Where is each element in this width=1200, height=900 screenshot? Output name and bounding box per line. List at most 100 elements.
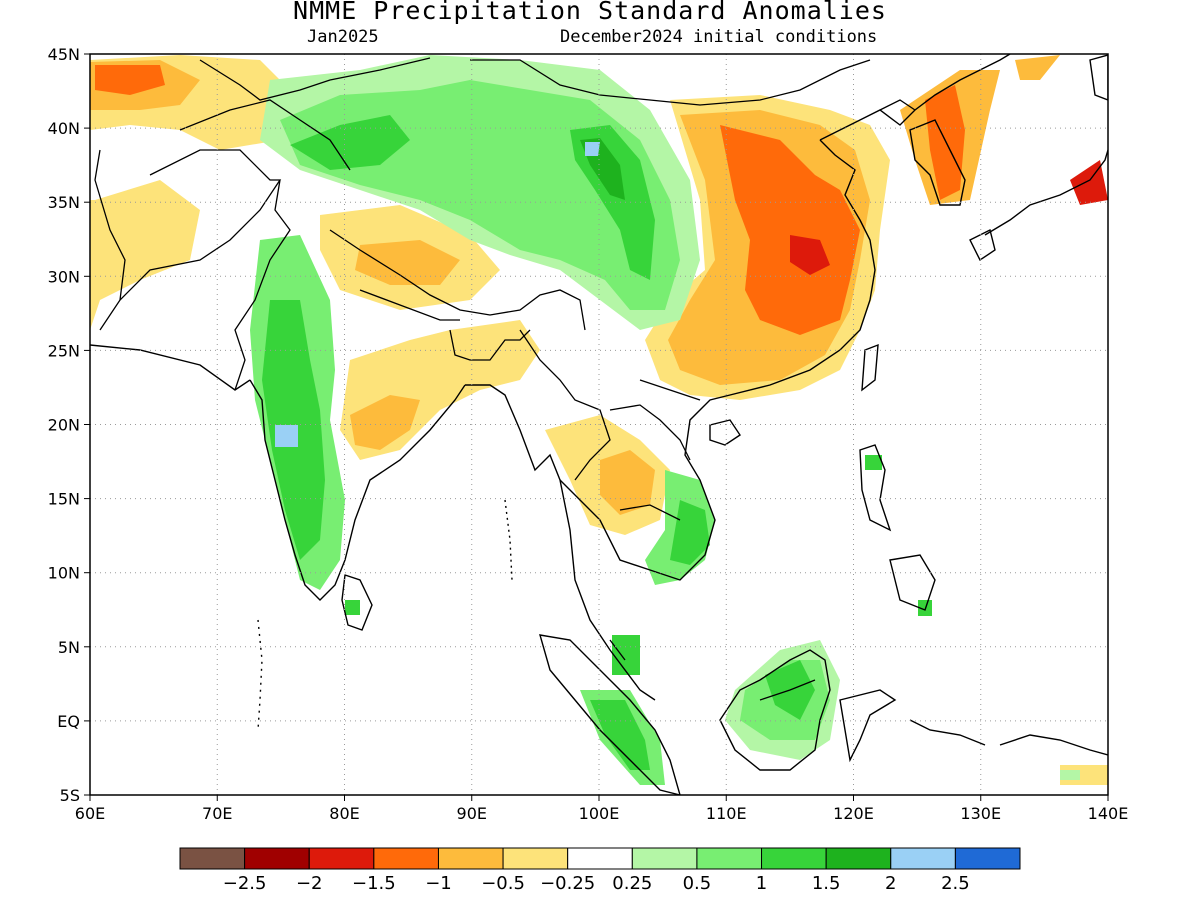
lat-tick-label: 5N bbox=[58, 638, 80, 657]
coastline-hokkaido bbox=[1089, 54, 1108, 101]
dry-anomaly-core bbox=[790, 235, 830, 275]
colorbar-swatch bbox=[437, 847, 504, 870]
lon-tick-label: 140E bbox=[1088, 804, 1129, 823]
dry-anomaly-iran bbox=[90, 180, 200, 330]
coastline-korea bbox=[909, 119, 966, 206]
border-myanmar bbox=[519, 329, 611, 481]
wet-anomaly-vietnam-core bbox=[670, 500, 710, 565]
lat-tick-label: 10N bbox=[48, 564, 80, 583]
border-thailand-laos bbox=[609, 404, 691, 461]
colorbar-label: −1.5 bbox=[352, 873, 396, 894]
border-pakistan-india bbox=[234, 179, 291, 391]
dry-anomaly-thailand bbox=[600, 450, 655, 515]
border-borneo bbox=[759, 679, 816, 701]
colorbar-label: 2 bbox=[885, 873, 896, 894]
coastline-sumatra bbox=[539, 634, 681, 795]
lat-tick-label: 35N bbox=[48, 193, 80, 212]
border-china-vietnam bbox=[639, 379, 701, 401]
colorbar-swatch bbox=[954, 847, 1021, 870]
wet-anomaly-tarim bbox=[290, 115, 410, 170]
dry-anomaly-korea-core bbox=[925, 85, 965, 200]
coastline-mindanao bbox=[889, 554, 936, 611]
border-cambodia bbox=[619, 504, 681, 521]
coastline-maldives bbox=[257, 619, 263, 731]
dry-anomaly-tibet-core bbox=[355, 240, 460, 285]
colorbar-label: 0.5 bbox=[683, 873, 712, 894]
chart-title: NMME Precipitation Standard Anomalies bbox=[293, 0, 887, 25]
coastline-japan bbox=[984, 149, 1108, 236]
wet-anomaly-luzon bbox=[865, 455, 882, 470]
border-malaysia bbox=[609, 639, 626, 661]
coastline-hainan bbox=[709, 419, 741, 446]
dry-anomaly-japan bbox=[1070, 160, 1108, 205]
coastline-andaman bbox=[504, 499, 513, 581]
border-kazakhstan bbox=[199, 57, 431, 101]
lat-tick-label: 5S bbox=[60, 786, 80, 805]
coastline-indochina bbox=[559, 139, 876, 581]
lon-tick-label: 130E bbox=[960, 804, 1001, 823]
colorbar-label: −2.5 bbox=[223, 873, 267, 894]
coastline-taiwan bbox=[861, 343, 879, 392]
colorbar-label: 1.5 bbox=[812, 873, 841, 894]
wet-anomaly-gujarat bbox=[275, 425, 298, 447]
colorbar-label: −2 bbox=[296, 873, 323, 894]
border-central-asia bbox=[179, 99, 351, 171]
colorbar-swatch bbox=[308, 847, 375, 870]
colorbar-swatch bbox=[244, 847, 310, 870]
dry-anomaly-north-japan bbox=[1015, 55, 1060, 80]
latitude-axis: 45N 40N 35N 30N 25N 20N 15N 10N 5N EQ 5S bbox=[48, 45, 90, 805]
lat-tick-label: EQ bbox=[57, 712, 80, 731]
colorbar-label: 0.25 bbox=[612, 873, 652, 894]
coastline-bohai bbox=[819, 54, 1011, 141]
border-iran bbox=[94, 149, 126, 301]
country-borders bbox=[94, 57, 916, 701]
colorbar-label: −0.5 bbox=[481, 873, 525, 894]
coastline-borneo bbox=[719, 649, 831, 771]
gridlines bbox=[90, 54, 1108, 795]
lon-tick-label: 110E bbox=[706, 804, 747, 823]
wet-anomaly-qinghai-max bbox=[585, 142, 600, 156]
lon-tick-label: 60E bbox=[75, 804, 105, 823]
coastline-new-guinea bbox=[999, 734, 1108, 756]
dry-anomaly-west-asia-max bbox=[95, 65, 165, 95]
lon-tick-label: 80E bbox=[329, 804, 359, 823]
lat-tick-label: 45N bbox=[48, 45, 80, 64]
colorbar: −2.5 −2 −1.5 −1 −0.5 −0.25 0.25 0.5 1 1.5 2 2.5 bbox=[179, 847, 1021, 894]
colorbar-swatch bbox=[373, 847, 439, 870]
colorbar-swatch bbox=[631, 847, 698, 870]
lon-tick-label: 100E bbox=[579, 804, 620, 823]
colorbar-swatch bbox=[696, 847, 763, 870]
coastlines bbox=[90, 54, 1108, 795]
lat-tick-label: 30N bbox=[48, 267, 80, 286]
border-bangladesh bbox=[449, 329, 531, 361]
lat-tick-label: 20N bbox=[48, 416, 80, 435]
lat-tick-label: 25N bbox=[48, 341, 80, 360]
colorbar-swatch bbox=[890, 847, 956, 870]
coastline-pakistan bbox=[90, 344, 251, 391]
coastline-kyushu bbox=[969, 228, 996, 262]
colorbar-label: −1 bbox=[425, 873, 452, 894]
colorbar-swatch bbox=[761, 847, 827, 870]
colorbar-label: 1 bbox=[756, 873, 767, 894]
wet-anomaly-sri-lanka bbox=[345, 600, 360, 615]
colorbar-swatch bbox=[179, 847, 246, 870]
valid-month-label: Jan2025 bbox=[307, 27, 379, 47]
border-nepal bbox=[359, 289, 460, 321]
border-afghanistan bbox=[99, 149, 282, 331]
coastline-sulawesi-east bbox=[909, 719, 986, 746]
border-korea-china bbox=[879, 99, 916, 111]
lon-tick-label: 120E bbox=[833, 804, 874, 823]
lon-tick-label: 70E bbox=[202, 804, 232, 823]
border-mongolia bbox=[470, 59, 871, 106]
colorbar-swatch bbox=[825, 847, 892, 870]
lat-tick-label: 15N bbox=[48, 490, 80, 509]
dry-anomaly-yangtze bbox=[720, 125, 860, 335]
colorbar-label: −0.25 bbox=[540, 873, 595, 894]
coastline-sri-lanka bbox=[341, 574, 373, 631]
coastline-sulawesi bbox=[839, 689, 897, 763]
border-himalaya bbox=[329, 229, 586, 331]
colorbar-label: 2.5 bbox=[941, 873, 970, 894]
colorbar-swatch bbox=[502, 847, 569, 870]
longitude-axis: 60E 70E 80E 90E 100E 110E 120E 130E 140E bbox=[75, 795, 1129, 823]
